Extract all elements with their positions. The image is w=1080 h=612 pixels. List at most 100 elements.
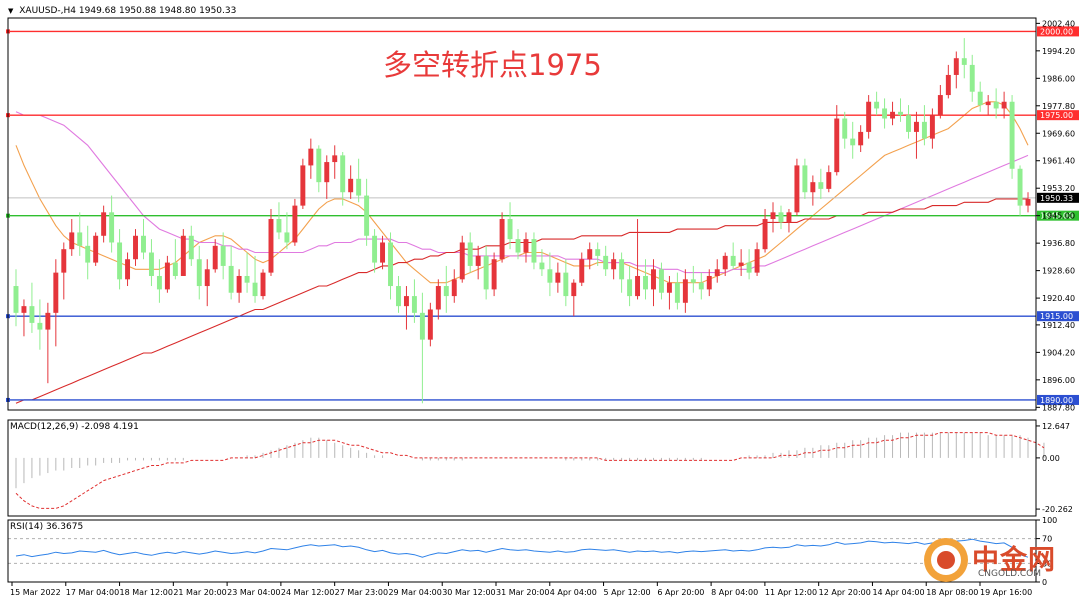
candle-body xyxy=(587,249,593,260)
level-price-label: 1890.00 xyxy=(1040,396,1073,405)
time-tick-label: 5 Apr 12:00 xyxy=(604,588,651,597)
candle-body xyxy=(619,259,625,280)
candle-body xyxy=(252,282,258,297)
price-tick-label: 1945.00 xyxy=(1042,212,1075,221)
candle-body xyxy=(61,249,67,273)
price-tick-label: 1928.60 xyxy=(1042,267,1075,276)
time-tick-label: 8 Apr 04:00 xyxy=(711,588,758,597)
candle-body xyxy=(435,286,441,310)
symbol-header: ▼ XAUUSD-,H4 1949.68 1950.88 1948.80 195… xyxy=(8,6,236,16)
candle-body xyxy=(890,111,896,119)
candle-body xyxy=(921,121,927,139)
candle-body xyxy=(818,182,824,189)
macd-tick-label: 12.647 xyxy=(1042,422,1070,431)
candle-body xyxy=(133,235,138,260)
candle-body xyxy=(356,178,362,196)
time-axis: 15 Mar 2022 17 Mar 04:00 18 Mar 12:00 21 Ma… xyxy=(10,582,1032,597)
price-tick-label: 1912.40 xyxy=(1042,321,1075,330)
candle-body xyxy=(802,165,808,193)
candle-body xyxy=(611,259,617,270)
candle-body xyxy=(850,138,856,146)
candle-body xyxy=(929,115,935,139)
candle-body xyxy=(85,245,91,263)
candle-body xyxy=(969,64,975,92)
candle-body xyxy=(985,101,991,106)
current-price-tag xyxy=(1037,192,1079,203)
candle-body xyxy=(674,282,680,303)
price-tick-label: 1936.80 xyxy=(1042,239,1075,248)
panel-frame-2 xyxy=(7,419,1037,517)
level-price-label: 1915.00 xyxy=(1040,312,1073,321)
candle-body xyxy=(117,242,123,280)
candle-body xyxy=(666,282,672,293)
horizontal-levels: 2000.00 1975.00 1945.00 1915.00 1890.00 1950.… xyxy=(6,26,1079,405)
candle-body xyxy=(651,269,656,290)
dropdown-triangle-icon[interactable]: ▼ xyxy=(8,7,14,15)
candle-body xyxy=(388,242,393,287)
macd-signal-line xyxy=(15,432,1045,509)
candle-body xyxy=(523,239,529,253)
candle-body xyxy=(722,255,728,270)
candle-body xyxy=(69,232,75,250)
price-tick-label: 1977.80 xyxy=(1042,102,1075,111)
candle-body xyxy=(603,255,609,270)
level-price-tag xyxy=(1037,210,1079,221)
candle-body xyxy=(244,275,250,283)
rsi-panel: 100 70 30 0 xyxy=(8,516,1057,587)
candle-body xyxy=(475,255,481,266)
time-tick-label: 6 Apr 20:00 xyxy=(657,588,704,597)
candle-body xyxy=(1017,168,1023,206)
candle-body xyxy=(858,131,864,146)
time-tick-label: 14 Apr 04:00 xyxy=(872,588,924,597)
candle-body xyxy=(882,108,888,119)
candle-body xyxy=(364,195,370,236)
candle-body xyxy=(595,249,601,256)
candle-body xyxy=(228,265,234,293)
candle-body xyxy=(37,322,43,330)
candle-body xyxy=(1025,198,1031,206)
coin-logo-icon xyxy=(924,538,968,582)
level-price-tag xyxy=(1037,26,1079,37)
time-tick-label: 17 Mar 04:00 xyxy=(66,588,119,597)
candle-body xyxy=(682,279,688,303)
candle-body xyxy=(579,259,585,283)
price-tick-label: 1904.20 xyxy=(1042,348,1075,357)
time-tick-label: 4 Apr 04:00 xyxy=(550,588,597,597)
time-tick-label: 19 Apr 16:00 xyxy=(980,588,1032,597)
level-price-tag xyxy=(1037,394,1079,405)
rsi-tick-label: 30 xyxy=(1042,559,1052,568)
candlesticks xyxy=(13,38,1031,404)
price-tick-label: 1961.40 xyxy=(1042,157,1075,166)
price-tick-label: 1969.60 xyxy=(1042,129,1075,138)
candle-body xyxy=(29,306,35,323)
time-tick-label: 30 Mar 12:00 xyxy=(442,588,495,597)
candle-body xyxy=(842,118,848,139)
level-price-tag xyxy=(1037,311,1079,322)
rsi-tick-label: 100 xyxy=(1042,516,1057,525)
candle-body xyxy=(563,272,569,297)
candle-body xyxy=(284,232,290,243)
price-tick-label: 1986.00 xyxy=(1042,74,1075,83)
candle-body xyxy=(499,219,505,260)
price-axis: 2002.40 1994.20 1986.00 1977.80 1969.60 1961.… xyxy=(1036,19,1075,412)
candle-body xyxy=(348,178,354,193)
candle-body xyxy=(1009,101,1015,169)
candle-body xyxy=(101,212,107,236)
candle-body xyxy=(419,312,425,340)
candle-body xyxy=(635,275,641,297)
candle-body xyxy=(141,235,146,253)
watermark-name: 中金网 xyxy=(972,545,1056,576)
candle-body xyxy=(13,286,19,313)
candle-body xyxy=(555,272,561,283)
candle-body xyxy=(515,239,521,253)
candle-body xyxy=(762,219,768,250)
time-tick-label: 21 Mar 20:00 xyxy=(173,588,226,597)
candle-body xyxy=(794,165,800,213)
candle-body xyxy=(714,269,720,276)
level-price-label: 2000.00 xyxy=(1040,27,1073,36)
watermark-url: CNGOLD.COM xyxy=(978,569,1042,579)
panel-frame-1 xyxy=(7,17,1037,411)
candle-body xyxy=(706,275,712,290)
macd-label: MACD(12,26,9) -2.098 4.191 xyxy=(10,422,139,432)
candle-body xyxy=(906,115,911,132)
